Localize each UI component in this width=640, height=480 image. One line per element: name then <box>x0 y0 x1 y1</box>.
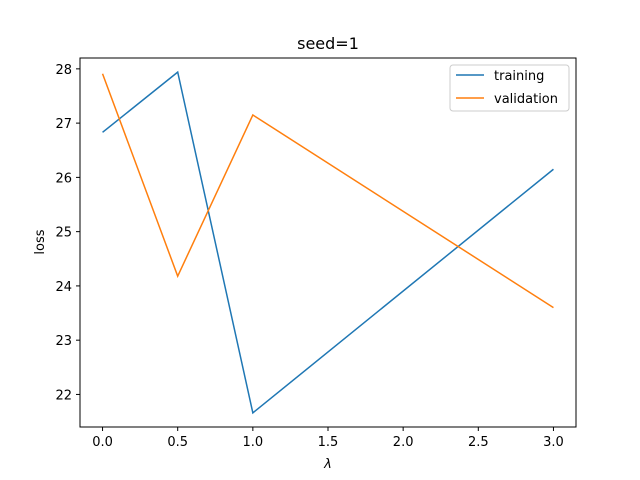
x-tick-label: 2.5 <box>468 435 489 450</box>
x-tick-label: 2.0 <box>393 435 414 450</box>
series-line-validation <box>101 73 554 309</box>
y-tick-label: 26 <box>55 171 72 186</box>
y-tick-label: 22 <box>55 388 72 403</box>
x-tick-label: 0.0 <box>92 435 113 450</box>
y-tick-label: 28 <box>55 63 72 78</box>
x-axis-label: λ <box>323 457 332 472</box>
legend-label-training: training <box>494 69 544 84</box>
y-tick-label: 25 <box>55 226 72 241</box>
x-tick-label: 1.0 <box>243 435 264 450</box>
y-tick-label: 23 <box>55 334 72 349</box>
plot-area <box>79 57 577 428</box>
series-line-training <box>102 70 554 415</box>
y-tick-label: 24 <box>55 280 72 295</box>
x-tick-label: 1.5 <box>318 435 339 450</box>
y-axis-label: loss <box>33 229 48 254</box>
legend-label-validation: validation <box>494 92 558 107</box>
chart-title: seed=1 <box>297 34 359 53</box>
y-axis: 22 23 24 25 26 27 28 <box>55 63 80 403</box>
legend: training validation <box>449 64 570 112</box>
x-tick-label: 0.5 <box>167 435 188 450</box>
legend-box <box>449 64 570 112</box>
series-lines <box>101 70 554 415</box>
x-axis: 0.0 0.5 1.0 1.5 2.0 2.5 3.0 <box>92 427 564 450</box>
y-tick-label: 27 <box>55 117 72 132</box>
x-tick-label: 3.0 <box>543 435 564 450</box>
